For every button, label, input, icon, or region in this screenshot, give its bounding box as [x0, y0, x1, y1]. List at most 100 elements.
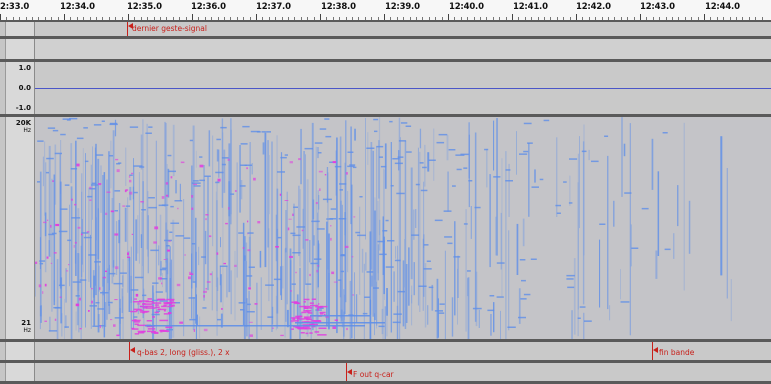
spectrogram-hotspot [89, 186, 92, 189]
spectrogram-streak [243, 255, 246, 339]
track-control-panel[interactable] [0, 22, 35, 36]
spectrogram-streak [377, 244, 379, 281]
ruler-tick [601, 17, 603, 20]
spectrogram-streak [336, 137, 338, 334]
spectrogram-streak [446, 135, 449, 161]
collapse-handle[interactable] [0, 62, 6, 114]
spectrogram-blip [88, 254, 97, 256]
label-text[interactable]: q-bas 2, long (gliss.), 2 x [137, 348, 230, 357]
spectrogram-blip [662, 132, 668, 134]
spectrogram-blip [581, 150, 587, 153]
timeline-ruler[interactable]: 2:33.0 12:34.0 12:35.0 12:36.0 12:37.0 1… [0, 0, 771, 21]
spectrogram-streak [363, 263, 365, 339]
ruler-tick [96, 17, 97, 20]
spectrogram-blip [156, 310, 161, 312]
spectrogram-hotspot [305, 239, 309, 241]
spectrogram-streak [169, 278, 171, 315]
spectrogram-blip [168, 170, 176, 173]
spectrogram-streak [444, 250, 446, 339]
track-control-panel[interactable] [0, 342, 35, 360]
spectrogram-blip [347, 151, 354, 153]
spectrogram-track[interactable]: 20K Hz 21 Hz [0, 117, 771, 339]
spectrogram-streak [306, 179, 309, 337]
spectrogram-streak [673, 233, 675, 259]
collapse-handle[interactable] [0, 39, 6, 59]
track-control-panel[interactable]: 1.0 0.0 -1.0 [0, 62, 35, 114]
ruler-tick-label: 2:33.0 [0, 2, 30, 12]
spectrogram-hotspot [156, 298, 166, 301]
label-marker[interactable] [652, 342, 653, 360]
ruler-tick [659, 17, 661, 20]
waveform-track[interactable]: 1.0 0.0 -1.0 [0, 62, 771, 114]
spectrogram-hotspot [154, 226, 159, 230]
spectrogram-blip [215, 171, 224, 174]
label-track-top[interactable]: dernier geste-signal [0, 22, 771, 36]
spectrogram-hotspot [145, 305, 154, 308]
spectrogram-streak [296, 294, 299, 329]
spectrogram-hotspot [131, 172, 134, 175]
spectrogram-blip [114, 317, 124, 319]
spectrogram-streak [374, 210, 376, 321]
spectrogram-streak [315, 146, 317, 334]
ruler-tick [288, 17, 289, 20]
spectrogram-streak [422, 238, 424, 311]
spectrogram-blip [109, 122, 118, 125]
spectrogram-hotspot [143, 310, 150, 313]
spectrogram-streak [588, 149, 590, 161]
spectrogram-canvas [35, 117, 771, 339]
track-control-panel[interactable] [0, 39, 35, 59]
label-marker[interactable] [127, 22, 128, 36]
spectrogram-blip [192, 281, 196, 283]
track-separator [0, 360, 771, 363]
label-marker[interactable] [129, 342, 130, 360]
spectrogram-hotspot [221, 308, 223, 310]
spectrogram-blip [170, 222, 180, 224]
spectrogram-streak [165, 222, 167, 293]
ruler-tick [211, 17, 213, 20]
label-marker[interactable] [346, 363, 347, 381]
spectrogram-streak [49, 316, 51, 332]
collapse-handle[interactable] [0, 342, 6, 360]
collapse-handle[interactable] [0, 363, 6, 381]
label-text[interactable]: fin bande [659, 348, 695, 357]
label-track-last[interactable]: F out q-car [0, 363, 771, 381]
spectrogram-streak [70, 186, 73, 339]
spectrogram-blip [604, 135, 609, 137]
ruler-tick [736, 17, 737, 20]
spectrogram-blip [89, 188, 96, 190]
spectrogram-hotspot [287, 227, 290, 231]
spectrogram-hotspot [216, 252, 219, 255]
spectrogram-hotspot [319, 188, 321, 191]
spectrogram-blip [489, 295, 495, 297]
label-track-bottom[interactable]: q-bas 2, long (gliss.), 2 x fin bande [0, 342, 771, 360]
spectrogram-blip [329, 218, 337, 220]
collapse-handle[interactable] [0, 22, 6, 36]
spectrogram-blip [217, 318, 221, 321]
flag-icon [130, 347, 135, 353]
spectrogram-hotspot [199, 164, 204, 168]
spectrogram-blip [366, 147, 375, 149]
spectrogram-blip [87, 195, 93, 198]
spectrogram-streak [142, 203, 143, 267]
spectrogram-hotspot [291, 328, 294, 330]
spectrogram-blip [329, 161, 335, 163]
ruler-tick [236, 17, 238, 20]
spectrogram-streak [583, 124, 585, 256]
spectrogram-blip [338, 218, 347, 220]
label-text[interactable]: F out q-car [353, 370, 394, 379]
track-control-panel[interactable]: 20K Hz 21 Hz [0, 117, 35, 339]
spectrogram-streak [159, 214, 162, 282]
spectrogram-streak [313, 235, 315, 246]
spectrogram-streak [518, 288, 521, 324]
spectrogram-blip [396, 192, 405, 195]
spectrogram-hotspot [158, 277, 162, 280]
label-text[interactable]: dernier geste-signal [132, 24, 207, 33]
spectrogram-streak [505, 151, 507, 339]
spectrogram-blip [426, 260, 431, 262]
spectrogram-streak [94, 147, 96, 286]
spectrogram-hotspot [288, 218, 292, 220]
spectrogram-hotspot [142, 302, 146, 305]
track-control-panel[interactable] [0, 363, 35, 381]
collapse-handle[interactable] [0, 117, 6, 339]
empty-track[interactable] [0, 39, 771, 59]
